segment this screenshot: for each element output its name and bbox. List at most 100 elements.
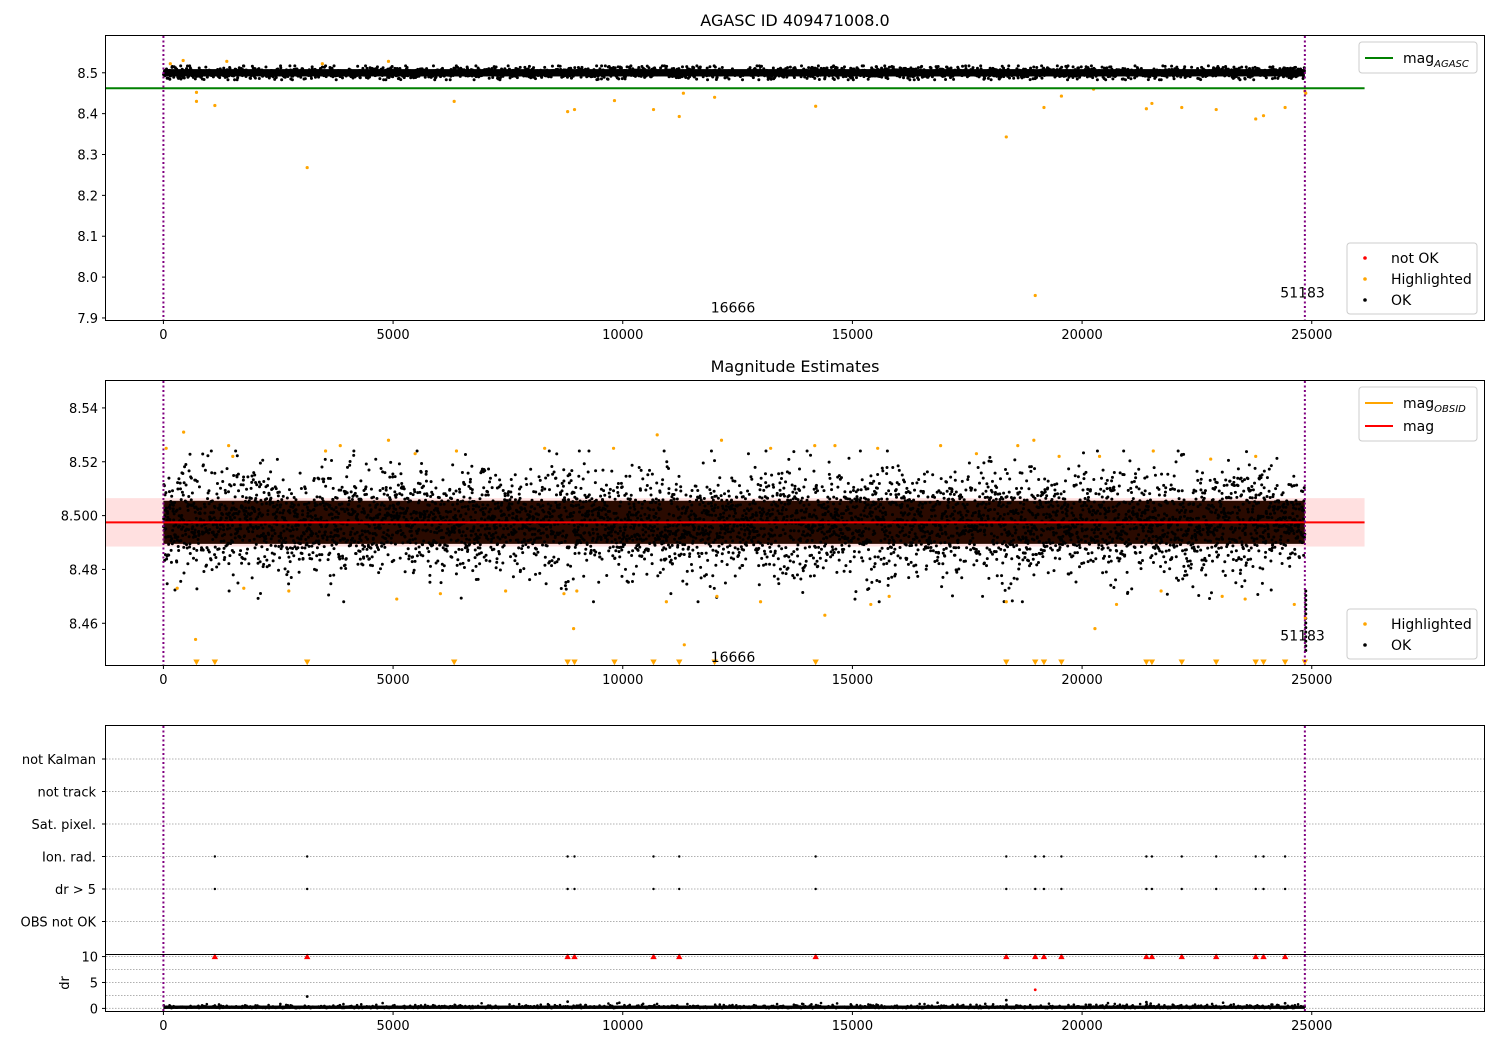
ok-point: [389, 541, 393, 545]
ok-point: [261, 526, 265, 530]
ok-point: [498, 568, 502, 572]
ok-point: [561, 529, 565, 533]
ok-point: [249, 511, 253, 515]
ok-point: [506, 64, 510, 68]
ok-point: [429, 529, 433, 533]
ok-point: [345, 465, 349, 469]
ok-point: [776, 67, 780, 71]
ok-point: [408, 541, 412, 545]
ok-point: [495, 73, 499, 77]
ok-point: [221, 513, 225, 517]
ok-point: [271, 559, 275, 563]
ok-point: [685, 65, 689, 69]
ok-point: [439, 503, 443, 507]
ok-point: [1156, 73, 1160, 77]
ok-point: [563, 496, 567, 500]
ok-point: [464, 512, 468, 516]
ok-point: [240, 505, 244, 509]
ok-point: [419, 470, 423, 474]
ok-point: [308, 523, 312, 527]
ok-point: [184, 532, 188, 536]
ok-point: [336, 534, 340, 538]
ok-point: [276, 507, 280, 511]
ok-point: [577, 510, 581, 514]
ok-point: [510, 495, 514, 499]
ok-point: [486, 490, 490, 494]
ok-point: [169, 548, 173, 552]
ok-point: [210, 568, 214, 572]
ok-point: [300, 534, 304, 538]
ok-point: [518, 568, 522, 572]
ok-point: [458, 490, 462, 494]
ok-point: [511, 511, 515, 515]
ok-point: [598, 555, 602, 559]
ok-point: [382, 504, 386, 508]
ok-point: [521, 551, 525, 555]
ok-point: [321, 501, 325, 505]
ok-point: [537, 528, 541, 532]
ok-point: [234, 507, 238, 511]
ok-point: [573, 545, 577, 549]
ok-point: [476, 528, 480, 532]
ok-point: [479, 517, 483, 521]
ok-point: [518, 510, 522, 514]
ok-point: [352, 453, 356, 457]
ok-point: [215, 492, 219, 496]
ok-point: [240, 74, 244, 78]
ok-point: [323, 530, 327, 534]
ok-point: [426, 72, 430, 76]
ok-point: [619, 66, 623, 70]
ok-point: [557, 72, 561, 76]
ok-point: [596, 77, 600, 81]
ok-point: [310, 67, 314, 71]
ok-point: [317, 477, 321, 481]
ok-point: [264, 540, 268, 544]
ok-point: [631, 513, 635, 517]
ok-point: [181, 68, 185, 72]
ok-point: [421, 554, 425, 558]
ok-point: [532, 516, 536, 520]
ok-point: [397, 501, 401, 505]
ok-point: [513, 498, 517, 502]
ok-point: [1075, 74, 1079, 78]
ok-point: [1163, 64, 1167, 68]
ok-point: [291, 74, 295, 78]
highlighted-point: [452, 99, 456, 103]
ok-point: [546, 502, 550, 506]
ok-point: [324, 64, 328, 68]
ok-point: [393, 66, 397, 70]
ok-point: [363, 545, 367, 549]
ok-point: [442, 564, 446, 568]
ok-point: [397, 514, 401, 518]
ok-point: [222, 539, 226, 543]
ok-point: [364, 492, 368, 496]
ok-point: [552, 555, 556, 559]
ok-point: [539, 536, 543, 540]
ok-point: [611, 545, 615, 549]
x-tick-label: 0: [159, 328, 167, 343]
ok-point: [312, 476, 316, 480]
ok-point: [640, 506, 644, 510]
ok-point: [516, 67, 520, 71]
ok-point: [478, 562, 482, 566]
ok-point: [630, 554, 634, 558]
ok-point: [186, 71, 190, 75]
ok-point: [656, 527, 660, 531]
ok-point: [297, 570, 301, 574]
ok-point: [639, 74, 643, 78]
ok-point: [180, 490, 184, 494]
ok-point: [274, 76, 278, 80]
ok-point: [308, 509, 312, 513]
ok-point: [467, 558, 471, 562]
ok-point: [608, 517, 612, 521]
ok-point: [510, 484, 514, 488]
ok-point: [440, 528, 444, 532]
ok-point: [836, 76, 840, 80]
ok-point: [386, 553, 390, 557]
ok-point: [265, 547, 269, 551]
ok-point: [517, 546, 521, 550]
ok-point: [455, 563, 459, 567]
ok-point: [624, 525, 628, 529]
ok-point: [371, 564, 375, 568]
ok-point: [486, 493, 490, 497]
